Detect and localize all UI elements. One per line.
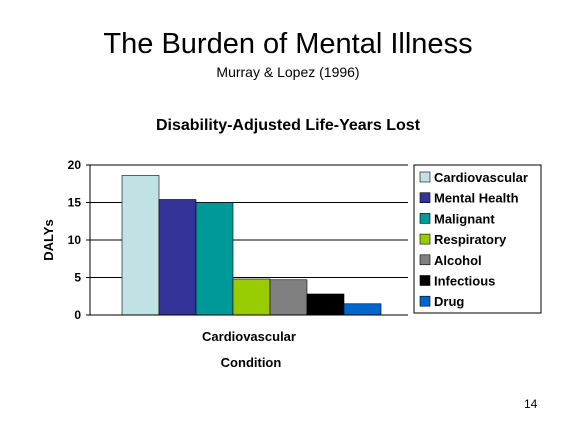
bar-respiratory [232,278,271,316]
y-tick-label: 0 [74,308,81,322]
legend-label: Cardiovascular [434,170,528,185]
bar-mental-health [158,199,197,316]
legend-swatch [419,295,431,307]
x-axis-label: Condition [221,355,282,370]
legend-label: Mental Health [434,191,519,206]
bars [121,175,382,316]
y-tick-label: 20 [68,158,82,172]
legend-swatch [419,171,431,183]
slide-subtitle: Murray & Lopez (1996) [216,64,360,80]
bar-alcohol [269,279,308,316]
legend-label: Drug [434,294,464,309]
y-tick-labels: 0 5 10 15 20 [68,158,82,322]
legend: Cardiovascular Mental Health Malignant Resp… [413,164,542,314]
legend-box [413,164,542,314]
legend-label: Infectious [434,274,495,289]
page-number: 14 [524,397,538,411]
y-tick-label: 15 [68,196,82,210]
y-tick-label: 5 [74,271,81,285]
legend-label: Alcohol [434,253,482,268]
legend-swatch [419,254,431,266]
chart-title: Disability-Adjusted Life-Years Lost [155,117,421,134]
x-category-label: Cardiovascular [202,329,296,344]
y-axis-label: DALYs [41,219,56,260]
legend-label: Malignant [434,211,495,226]
y-tick-label: 10 [68,233,82,247]
bar-malignant [195,202,234,316]
bar-infectious [306,293,345,316]
legend-swatch [419,192,431,203]
slide-title: The Burden of Mental Illness [103,28,473,60]
legend-swatch [419,233,431,245]
bar-drug [343,303,382,316]
legend-label: Respiratory [434,232,507,247]
bar-cardiovascular [121,175,160,316]
axes [89,165,408,316]
legend-swatch [419,275,431,286]
legend-swatch [419,213,431,224]
